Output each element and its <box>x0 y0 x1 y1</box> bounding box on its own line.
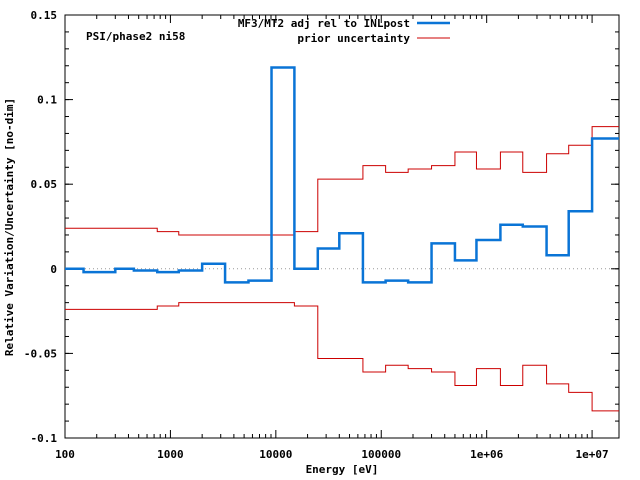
y-tick-label: -0.05 <box>24 347 57 360</box>
y-tick-label: 0.1 <box>37 94 57 107</box>
y-tick-label: -0.1 <box>31 432 58 445</box>
prior-uncertainty-lower-line <box>65 302 619 412</box>
prior-uncertainty-upper-line <box>65 126 619 236</box>
legend-label-1: prior uncertainty <box>297 32 410 45</box>
y-axis-title: Relative Variation/Uncertainty [no-dim] <box>3 98 16 356</box>
y-tick-label: 0.15 <box>31 9 58 22</box>
x-tick-label: 1e+06 <box>470 448 503 461</box>
x-tick-label: 10000 <box>259 448 292 461</box>
x-tick-label: 100 <box>55 448 75 461</box>
y-tick-label: 0 <box>50 263 57 276</box>
x-tick-label: 1e+07 <box>576 448 609 461</box>
legend-label-0: MF3/MT2 adj rel to INLpost <box>238 17 410 30</box>
x-tick-label: 1000 <box>157 448 184 461</box>
tick-layer: -0.1 -0.05 0 0.05 0.1 0.15 100 1000 10000 100000 1… <box>24 9 619 461</box>
plot-frame <box>64 14 620 439</box>
chart-annotation: PSI/phase2 ni58 <box>86 30 185 43</box>
legend: MF3/MT2 adj rel to INLpost prior uncerta… <box>238 17 450 45</box>
adjustment-line <box>65 66 619 284</box>
x-axis-title: Energy [eV] <box>306 463 379 476</box>
series-layer <box>65 66 619 412</box>
y-tick-label: 0.05 <box>31 178 58 191</box>
x-tick-label: 100000 <box>361 448 401 461</box>
